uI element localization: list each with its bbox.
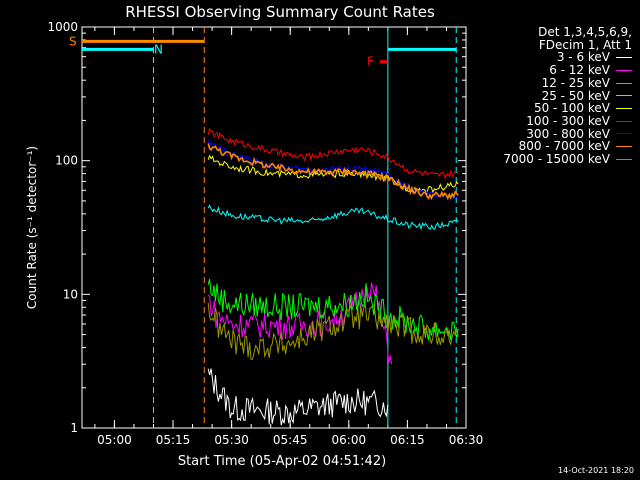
series-line-5 [207,127,459,179]
x-tick-label: 06:00 [332,433,367,447]
legend-entry: 6 - 12 keV [503,64,632,77]
legend-entry-label: 6 - 12 keV [549,63,610,78]
series-line-6 [207,140,459,201]
x-tick-label: 05:15 [156,433,191,447]
y-axis-label: Count Rate (s⁻¹ detector⁻¹) [25,146,39,309]
legend-swatch [616,69,632,71]
series-line-2 [207,278,459,341]
legend-entry: 12 - 25 keV [503,77,632,90]
series-line-3 [207,204,459,231]
y-tick-label: 1 [70,421,78,435]
legend-entry-label: 12 - 25 keV [541,75,610,90]
legend-entry-label: 25 - 50 keV [541,88,610,103]
legend-entry: 300 - 800 keV [503,126,632,141]
series-line-7 [207,143,459,201]
legend-entry: 800 - 7000 keV [503,140,632,153]
legend-entry-label: 800 - 7000 keV [518,139,610,154]
legend-entry-label: 7000 - 15000 keV [503,152,610,167]
legend-entry-label: 50 - 100 keV [533,101,610,116]
y-tick-label: 100 [55,154,78,168]
legend-entry: 50 - 100 keV [503,102,632,115]
legend-entry-label: 300 - 800 keV [526,126,610,141]
flag-label-1: N [154,42,163,56]
legend-entry: 100 - 300 keV [503,115,632,128]
legend-entry: 7000 - 15000 keV [503,153,632,166]
series-line-0 [207,368,389,426]
legend-swatch [616,146,632,148]
x-tick-label: 06:15 [390,433,425,447]
legend-swatch [616,120,632,122]
flag-label-0: S [69,34,77,48]
x-axis-label: Start Time (05-Apr-02 04:51:42) [177,454,387,469]
legend-header-line: FDecim 1, Att 1 [538,37,632,52]
legend-entry-label: 100 - 300 keV [526,113,610,128]
plot-frame [81,26,467,429]
x-tick-label: 05:00 [97,433,132,447]
legend-swatch [616,95,632,97]
series-line-8 [207,302,459,360]
legend-swatch [616,108,632,110]
legend-swatch [616,133,632,135]
x-tick-label: 05:45 [273,433,308,447]
legend-entry: 25 - 50 keV [503,88,632,103]
legend-header-line: Det 1,3,4,5,6,9, [538,25,632,39]
legend-swatch [616,158,632,160]
legend-swatch [616,82,632,84]
x-tick-label: 06:30 [449,433,484,447]
flag-label-3: F [367,55,374,69]
x-tick-label: 05:30 [214,433,249,447]
legend-entry-label: 3 - 6 keV [556,50,610,65]
legend-entry: 3 - 6 keV [503,51,632,64]
footer-timestamp: 14-Oct-2021 18:20 [558,466,634,475]
y-tick-label: 1000 [47,20,78,34]
chart-title: RHESSI Observing Summary Count Rates [125,3,435,21]
series-group [207,127,459,426]
y-tick-label: 10 [63,287,78,301]
legend-swatch [616,57,632,59]
